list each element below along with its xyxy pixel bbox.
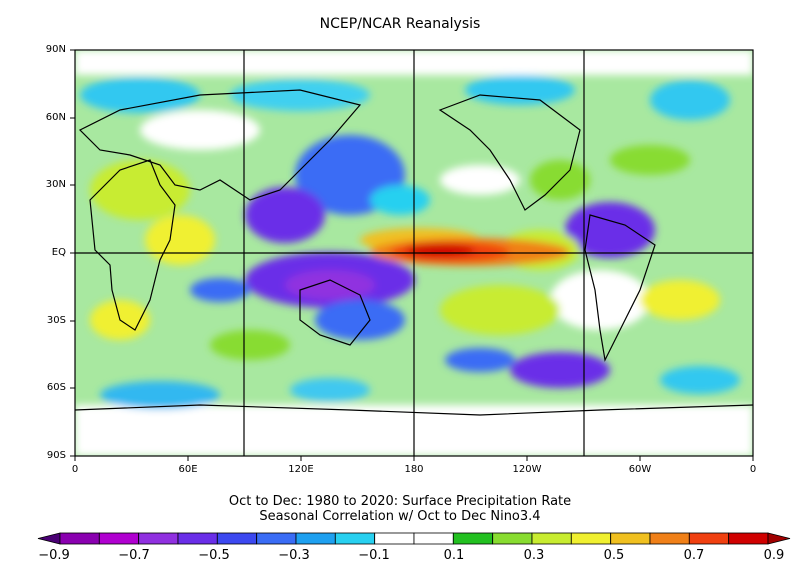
colorbar-swatch	[610, 532, 651, 545]
colorbar-swatch	[295, 532, 336, 545]
lon-label-180: 180	[404, 464, 424, 475]
colorbar-arrow-low	[37, 532, 61, 545]
lon-label-0-east: 0	[749, 464, 757, 475]
colorbar-swatch	[452, 532, 493, 545]
colorbar-swatch	[334, 532, 375, 545]
colorbar-label-1: −0.9	[38, 548, 70, 563]
colorbar-swatch	[98, 532, 140, 545]
colorbar-label-6: 0.1	[443, 548, 465, 563]
colorbar	[37, 532, 791, 545]
reference-lines	[75, 50, 753, 456]
colorbar-swatch	[531, 532, 572, 545]
colorbar-arrow-high	[767, 532, 791, 545]
axis-ticks	[70, 49, 754, 461]
lon-label-120e: 120E	[288, 464, 314, 475]
lon-label-0: 0	[71, 464, 79, 475]
colorbar-swatch	[59, 532, 100, 545]
lat-label-60n: 60N	[45, 112, 66, 123]
colorbar-swatch	[728, 532, 769, 545]
colorbar-swatch	[216, 532, 258, 545]
lat-label-90n: 90N	[45, 44, 66, 55]
colorbar-swatch	[177, 532, 218, 545]
lat-label-90s: 90S	[46, 450, 66, 461]
lat-label-30n: 30N	[45, 179, 66, 190]
colorbar-swatch	[570, 532, 611, 545]
colorbar-swatch	[492, 532, 533, 545]
colorbar-swatch	[649, 532, 690, 545]
colorbar-label-3: −0.5	[198, 548, 230, 563]
colorbar-label-7: 0.3	[523, 548, 545, 563]
colorbar-swatch	[688, 532, 729, 545]
colorbar-label-10: 0.9	[763, 548, 785, 563]
lat-label-30s: 30S	[46, 315, 66, 326]
lon-label-60w: 60W	[628, 464, 652, 475]
colorbar-swatch	[413, 532, 454, 545]
lat-label-eq: EQ	[51, 247, 66, 258]
colorbar-swatch	[374, 532, 415, 545]
map-title: NCEP/NCAR Reanalysis	[319, 16, 481, 32]
lon-label-120w: 120W	[512, 464, 542, 475]
colorbar-swatch	[138, 532, 179, 545]
lon-label-60e: 60E	[178, 464, 198, 475]
lat-label-60s: 60S	[46, 382, 66, 393]
colorbar-label-5: −0.1	[358, 548, 390, 563]
caption-line-1: Oct to Dec: 1980 to 2020: Surface Precip…	[228, 494, 572, 509]
colorbar-label-8: 0.5	[603, 548, 625, 563]
colorbar-swatch	[256, 532, 297, 545]
caption-line-2: Seasonal Correlation w/ Oct to Dec Nino3…	[259, 509, 541, 524]
colorbar-label-2: −0.7	[118, 548, 150, 563]
colorbar-label-4: −0.3	[278, 548, 310, 563]
colorbar-label-9: 0.7	[683, 548, 705, 563]
